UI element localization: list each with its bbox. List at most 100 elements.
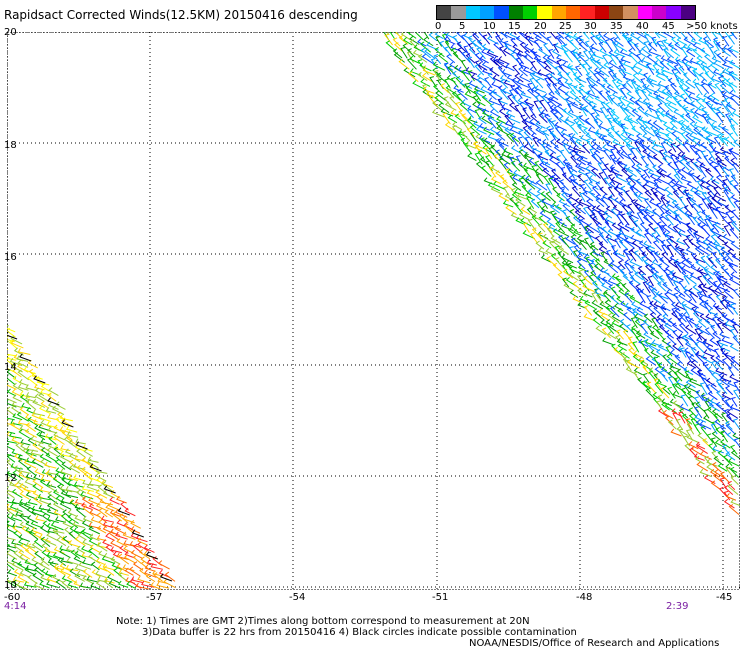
- wind-barb: [137, 537, 148, 546]
- wind-barb: [547, 118, 555, 129]
- wind-barb: [728, 118, 736, 130]
- wind-barb: [603, 148, 612, 161]
- wind-barb: [703, 474, 716, 485]
- wind-barb: [670, 125, 684, 135]
- wind-barb: [88, 547, 100, 559]
- wind-barb: [588, 175, 601, 185]
- wind-barb: [719, 133, 730, 142]
- wind-barb: [10, 463, 23, 470]
- wind-barb: [615, 173, 628, 183]
- wind-barb: [702, 274, 711, 286]
- wind-barb: [552, 112, 562, 123]
- wind-barb: [670, 428, 682, 437]
- wind-barb: [561, 254, 574, 264]
- legend-swatch: [508, 6, 523, 19]
- wind-barb: [452, 121, 463, 131]
- wind-barb: [491, 89, 503, 99]
- wind-barb: [10, 421, 23, 432]
- wind-barb: [595, 275, 605, 286]
- wind-barb: [461, 113, 470, 124]
- wind-barb: [610, 286, 621, 299]
- wind-barb: [642, 83, 653, 95]
- wind-barb: [724, 408, 732, 420]
- wind-barb: [720, 90, 727, 101]
- wind-barb: [725, 67, 738, 76]
- legend-label: 30: [584, 21, 597, 32]
- wind-barb: [709, 227, 719, 238]
- wind-barb: [12, 522, 23, 529]
- wind-barb: [711, 450, 720, 461]
- wind-barb: [420, 47, 431, 59]
- wind-barb: [660, 212, 669, 222]
- wind-barb: [492, 74, 504, 84]
- wind-barb: [645, 102, 653, 113]
- wind-barb: [642, 214, 654, 225]
- wind-barb: [61, 580, 72, 590]
- wind-barb: [501, 69, 512, 77]
- wind-barb: [650, 187, 658, 197]
- wind-barb: [578, 114, 591, 125]
- wind-barb: [723, 296, 737, 305]
- wind-barb: [398, 34, 409, 45]
- wind-barb: [517, 136, 526, 149]
- wind-barb: [673, 292, 682, 305]
- wind-barb: [697, 215, 709, 227]
- wind-barb: [487, 116, 497, 129]
- wind-barb: [61, 419, 74, 428]
- wind-barb: [606, 237, 615, 249]
- wind-barb: [709, 161, 719, 173]
- wind-barb: [660, 194, 670, 204]
- wind-barb: [444, 121, 455, 131]
- wind-barb: [719, 146, 732, 155]
- wind-barb: [671, 130, 683, 142]
- wind-barb: [96, 525, 107, 534]
- wind-barb: [17, 383, 29, 391]
- wind-barb: [670, 178, 681, 189]
- wind-barb: [532, 51, 541, 63]
- wind-barb: [730, 396, 738, 407]
- wind-barb: [706, 344, 716, 353]
- wind-barb: [468, 80, 480, 90]
- wind-barb: [24, 428, 37, 438]
- wind-barb: [81, 528, 93, 537]
- wind-barb: [705, 313, 716, 322]
- wind-barb: [619, 268, 628, 279]
- wind-barb: [579, 155, 593, 165]
- wind-barb: [25, 491, 39, 501]
- wind-barb: [11, 449, 23, 457]
- wind-barb: [576, 253, 588, 263]
- wind-barb: [645, 245, 654, 256]
- wind-barb: [673, 108, 685, 118]
- wind-barb: [55, 471, 65, 481]
- wind-barb: [715, 427, 725, 437]
- wind-barb: [667, 161, 677, 171]
- wind-barb: [730, 71, 740, 82]
- wind-barb: [671, 68, 680, 82]
- wind-barb: [653, 306, 663, 316]
- wind-barb: [16, 479, 29, 489]
- wind-barb: [628, 249, 637, 262]
- wind-barb: [727, 113, 739, 126]
- wind-barb: [678, 292, 690, 303]
- wind-barb: [666, 89, 678, 101]
- wind-barb: [728, 132, 737, 143]
- wind-barb: [18, 513, 30, 524]
- wind-barb: [55, 467, 66, 476]
- wind-barb: [720, 412, 729, 424]
- wind-barb: [549, 72, 560, 83]
- wind-barb: [31, 505, 43, 513]
- legend-label: >50 knots: [686, 21, 738, 32]
- wind-barb: [727, 221, 735, 231]
- wind-barb: [686, 29, 696, 41]
- wind-barb: [483, 126, 495, 136]
- wind-barb: [543, 161, 557, 172]
- wind-barb: [727, 480, 736, 491]
- wind-barb: [629, 294, 641, 304]
- wind-barb: [60, 497, 72, 505]
- wind-barb: [616, 149, 624, 160]
- wind-barb: [589, 241, 599, 251]
- wind-barb: [30, 449, 43, 457]
- wind-barb: [633, 219, 643, 232]
- wind-barb: [17, 454, 30, 462]
- wind-barb: [696, 180, 704, 190]
